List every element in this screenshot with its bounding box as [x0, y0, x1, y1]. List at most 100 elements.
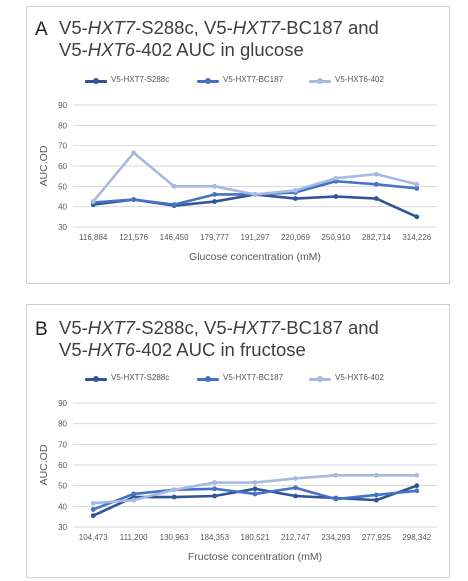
x-tick-label: 220,069 [281, 233, 310, 242]
y-tick-label: 40 [58, 502, 67, 511]
x-tick-label: 234,293 [321, 533, 350, 542]
title-part: -BC187 and [280, 17, 379, 38]
x-tick-label: 111,200 [120, 533, 148, 542]
x-tick-label: 314,226 [402, 233, 431, 242]
data-point [414, 472, 420, 478]
chart-panel-glucose: A V5-HXT7-S288c, V5-HXT7-BC187 and V5-HX… [26, 6, 450, 284]
title-part: -BC187 and [280, 317, 379, 338]
data-point [212, 192, 217, 197]
data-point [212, 493, 217, 499]
title-part: -402 AUC in glucose [135, 39, 304, 60]
x-tick-label: 121,576 [119, 233, 148, 242]
x-tick-label: 184,353 [200, 533, 229, 542]
y-tick-label: 50 [58, 182, 67, 191]
data-point [212, 480, 217, 485]
data-point [293, 485, 298, 491]
data-point [414, 185, 420, 191]
title-gene: HXT7 [87, 17, 136, 38]
title-gene: HXT6 [87, 339, 136, 360]
y-tick-label: 30 [58, 223, 67, 232]
y-tick-label: 90 [58, 399, 67, 408]
title-part: -S288c, V5- [135, 317, 233, 338]
y-tick-label: 70 [58, 142, 67, 151]
y-axis-label: AUC.OD [38, 444, 50, 485]
data-point [131, 150, 137, 156]
data-point [90, 507, 96, 512]
data-point [252, 480, 258, 485]
y-tick-label: 30 [58, 523, 67, 532]
data-point [171, 183, 177, 189]
panel-letter: A [35, 19, 48, 40]
title-gene: HXT7 [232, 17, 281, 38]
legend-marker [205, 78, 211, 84]
x-tick-label: 130,963 [160, 533, 189, 542]
y-tick-label: 70 [58, 440, 67, 449]
y-tick-label: 60 [58, 162, 67, 171]
data-point [333, 496, 339, 502]
data-point [293, 476, 298, 481]
legend-label: V5-HXT6-402 [335, 373, 384, 382]
title-part: V5- [59, 39, 88, 60]
y-tick-label: 80 [58, 420, 67, 429]
x-tick-label: 104,473 [79, 533, 108, 542]
y-tick-label: 80 [58, 121, 67, 130]
data-point [333, 175, 339, 181]
data-point [414, 214, 420, 220]
data-point [373, 472, 379, 478]
chart-title: V5-HXT7-S288c, V5-HXT7-BC187 and V5-HXT6… [59, 317, 379, 361]
x-tick-label: 212,747 [281, 533, 310, 542]
legend-label: V5-HXT6-402 [335, 75, 384, 84]
x-tick-label: 298,342 [402, 533, 431, 542]
line-chart-glucose: 30 40 50 60 70 80 90 116,884 121,576 146,450 179,7… [38, 101, 437, 263]
data-point [293, 188, 298, 193]
x-tick-label: 179,777 [200, 233, 229, 242]
data-point [373, 171, 379, 177]
title-part: V5- [59, 317, 88, 338]
x-tick-label: 277,925 [362, 533, 391, 542]
legend-label: V5-HXT7-BC187 [223, 75, 284, 84]
data-point [373, 196, 379, 201]
panel-letter: B [35, 319, 48, 340]
x-tick-label: 180,521 [241, 533, 270, 542]
data-point [212, 199, 217, 204]
title-gene: HXT6 [87, 39, 136, 60]
x-tick-label: 191,297 [241, 233, 270, 242]
title-part: -S288c, V5- [135, 17, 233, 38]
legend-marker [205, 376, 211, 382]
title-gene: HXT7 [87, 317, 136, 338]
data-point [171, 487, 177, 493]
legend-label: V5-HXT7-S288c [111, 75, 170, 84]
legend-marker [93, 78, 99, 84]
data-point [414, 488, 420, 494]
y-tick-label: 50 [58, 482, 67, 491]
y-tick-label: 90 [58, 101, 67, 110]
data-point [131, 197, 137, 202]
legend-label: V5-HXT7-S288c [111, 373, 170, 382]
legend-label: V5-HXT7-BC187 [223, 373, 284, 382]
title-part: V5- [59, 339, 88, 360]
x-tick-label: 250,910 [321, 233, 350, 242]
chart-title: V5-HXT7-S288c, V5-HXT7-BC187 and V5-HXT6… [59, 17, 379, 61]
data-point [293, 493, 298, 499]
legend-marker [93, 376, 99, 382]
data-point [414, 483, 420, 489]
legend-marker [317, 376, 323, 382]
title-gene: HXT7 [232, 317, 281, 338]
title-part: V5- [59, 17, 88, 38]
data-point [171, 202, 177, 208]
x-axis-label: Glucose concentration (mM) [189, 251, 321, 263]
data-point [171, 494, 177, 500]
data-point [90, 500, 96, 506]
data-point [414, 181, 420, 187]
data-point [373, 181, 379, 187]
y-tick-label: 60 [58, 461, 67, 470]
data-point [212, 183, 217, 189]
y-axis-label: AUC.OD [38, 145, 50, 186]
legend-marker [317, 78, 323, 84]
data-point [333, 472, 339, 478]
x-tick-label: 116,884 [79, 233, 108, 242]
data-point [90, 513, 96, 519]
chart-legend: V5-HXT7-S288c V5-HXT7-BC187 V5-HXT6-402 [27, 75, 449, 87]
data-point [131, 491, 137, 497]
data-point [252, 486, 258, 492]
